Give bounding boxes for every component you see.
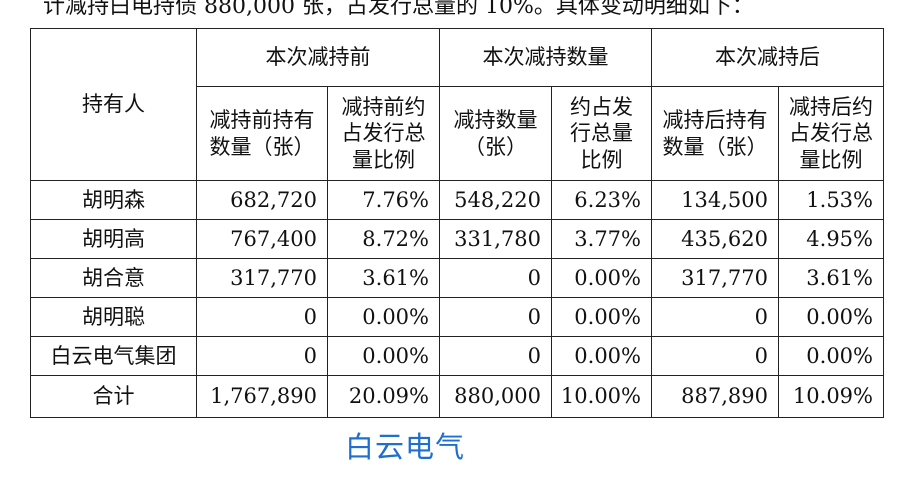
cell-value: 0 <box>439 258 552 298</box>
cell-value: 1.53% <box>778 180 884 220</box>
cell-value: 134,500 <box>651 180 779 220</box>
cell-value: 0.00% <box>551 258 652 298</box>
intro-paragraph: 计减持白电持债 880,000 张，占发行总量的 10%。具体变动明细如下： <box>43 0 754 19</box>
subheader-reduction-qty: 减持数量 （张） <box>439 86 552 181</box>
cell-value: 317,770 <box>651 258 779 298</box>
cell-value: 0 <box>196 297 328 337</box>
cell-value: 10.09% <box>778 375 884 418</box>
cell-value: 887,890 <box>651 375 779 418</box>
table-row: 胡明高 767,400 8.72% 331,780 3.77% 435,620 … <box>30 219 884 259</box>
cell-value: 0.00% <box>778 336 884 376</box>
table-row: 白云电气集团 0 0.00% 0 0.00% 0 0.00% <box>30 336 884 376</box>
cell-value: 682,720 <box>196 180 328 220</box>
cell-value: 0 <box>439 336 552 376</box>
cell-value: 0 <box>651 336 779 376</box>
holdings-change-table: 持有人 本次减持前 本次减持数量 本次减持后 减持前持有 数量（张） 减持前约 … <box>30 28 884 418</box>
cell-value: 0.00% <box>327 336 440 376</box>
cell-value: 0.00% <box>778 297 884 337</box>
holder-header: 持有人 <box>30 28 197 181</box>
cell-value: 3.77% <box>551 219 652 259</box>
cell-value: 0 <box>439 297 552 337</box>
group-header-reduction: 本次减持数量 <box>439 28 652 87</box>
header-row-subheaders: 减持前持有 数量（张） 减持前约 占发行总 量比例 减持数量 （张） 约占发 行… <box>31 86 884 181</box>
cell-value: 0.00% <box>551 336 652 376</box>
holder-name: 白云电气集团 <box>30 336 197 376</box>
cell-value: 0 <box>196 336 328 376</box>
cell-value: 0.00% <box>327 297 440 337</box>
group-header-before: 本次减持前 <box>196 28 440 87</box>
cell-value: 10.00% <box>551 375 652 418</box>
subheader-before-qty: 减持前持有 数量（张） <box>196 86 328 181</box>
cell-value: 4.95% <box>778 219 884 259</box>
group-header-after: 本次减持后 <box>651 28 884 87</box>
watermark-label: 白云电气 <box>345 430 466 464</box>
table-row-total: 合计 1,767,890 20.09% 880,000 10.00% 887,8… <box>30 375 884 418</box>
cell-value: 3.61% <box>327 258 440 298</box>
holder-name: 合计 <box>30 375 197 418</box>
holder-name: 胡合意 <box>30 258 197 298</box>
cell-value: 880,000 <box>439 375 552 418</box>
table-row: 胡明森 682,720 7.76% 548,220 6.23% 134,500 … <box>30 180 884 220</box>
table-row: 胡合意 317,770 3.61% 0 0.00% 317,770 3.61% <box>30 258 884 298</box>
cell-value: 548,220 <box>439 180 552 220</box>
holder-name: 胡明高 <box>30 219 197 259</box>
holder-name: 胡明聪 <box>30 297 197 337</box>
cell-value: 767,400 <box>196 219 328 259</box>
cell-value: 0 <box>651 297 779 337</box>
cell-value: 8.72% <box>327 219 440 259</box>
subheader-reduction-ratio: 约占发 行总量 比例 <box>551 86 652 181</box>
cell-value: 1,767,890 <box>196 375 328 418</box>
cell-value: 3.61% <box>778 258 884 298</box>
cell-value: 20.09% <box>327 375 440 418</box>
cell-value: 317,770 <box>196 258 328 298</box>
cell-value: 435,620 <box>651 219 779 259</box>
cell-value: 7.76% <box>327 180 440 220</box>
cell-value: 331,780 <box>439 219 552 259</box>
subheader-before-ratio: 减持前约 占发行总 量比例 <box>327 86 440 181</box>
subheader-after-qty: 减持后持有 数量（张） <box>651 86 779 181</box>
subheader-after-ratio: 减持后约 占发行总 量比例 <box>778 86 884 181</box>
cell-value: 0.00% <box>551 297 652 337</box>
table-row: 胡明聪 0 0.00% 0 0.00% 0 0.00% <box>30 297 884 337</box>
header-row-groups: 持有人 本次减持前 本次减持数量 本次减持后 <box>30 28 884 181</box>
holder-name: 胡明森 <box>30 180 197 220</box>
cell-value: 6.23% <box>551 180 652 220</box>
